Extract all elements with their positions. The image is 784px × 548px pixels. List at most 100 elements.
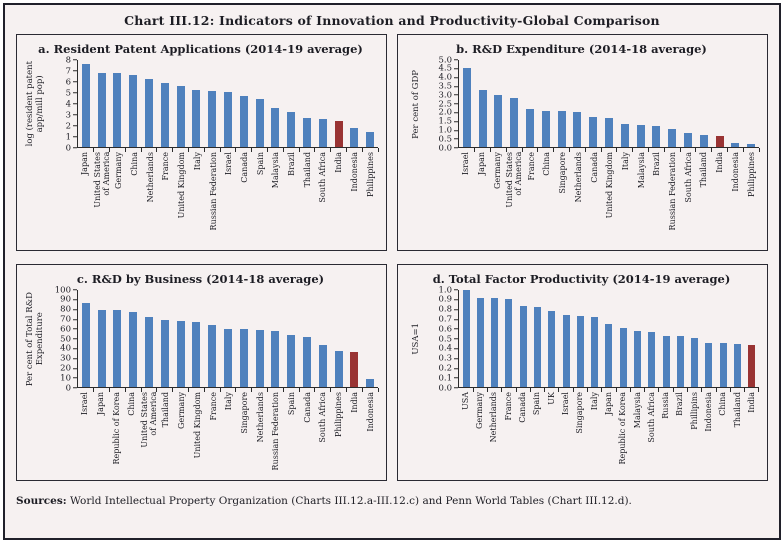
y-tick-label: 1.0 [438,284,452,295]
y-tick-label: 0 [65,142,71,153]
x-label-indonesia: Indonesia [702,392,716,478]
x-label-israel: Israel [458,152,474,248]
panel-b-x-axis-labels: Israel Japan Germany United States of Ameri… [458,152,759,248]
y-tick-mark [73,125,77,127]
x-label-canada: Canada [515,392,529,478]
bar-slot-south-africa [645,290,660,392]
x-label-text: France [526,152,536,181]
y-tick-0.7: 0.7 [438,315,458,324]
y-tick-label: 5 [65,87,71,98]
x-label-text: China [718,392,728,416]
y-tick-2.0: 2.0 [438,109,458,118]
panel-c-y-axis-label-text: Per cent of Total R&D Expenditure [24,291,45,387]
x-label-united-kingdom: United Kingdom [174,152,190,248]
y-tick-mark [454,138,458,140]
bar-italy [591,317,599,387]
y-tick-mark [454,348,458,350]
y-tick-3: 3 [66,111,77,120]
bar-slot-canada [585,60,602,152]
bar-slot-united-kingdom [173,60,189,152]
y-tick-label: 0.1 [438,372,452,383]
y-tick-label: 2.0 [438,107,452,118]
y-tick-label: 2 [65,120,71,131]
bar-slot-philippines [743,60,760,152]
bar-slot-malaysia [268,60,284,152]
y-tick-1.5: 1.5 [438,117,458,126]
bar-slot-france [204,290,221,392]
x-label-france: France [523,152,539,248]
x-label-text: Republic of Korea [111,392,121,465]
x-label-republic-of-korea: Republic of Korea [616,392,630,478]
x-label-text: USA [460,392,470,410]
bar-united-kingdom [176,85,185,147]
y-tick-mark [73,338,77,340]
y-tick-mark [73,136,77,138]
bar-france [505,298,513,387]
bar-slot-thailand [299,60,316,152]
bar-slot-italy [220,290,237,392]
y-tick-label: 80 [60,304,71,315]
bar-slot-spain [252,60,268,152]
bar-slot-netherlands [488,290,503,392]
x-label-philippines: Philippines [362,152,378,248]
y-tick-6: 6 [66,78,77,87]
x-label-south-africa: South Africa [315,392,331,478]
y-tick-mark [454,112,458,114]
x-label-germany: Germany [174,392,190,478]
bar-thailand [699,134,708,147]
x-label-indonesia: Indonesia [362,392,378,478]
y-tick-0: 0 [66,144,77,153]
x-label-united-states-of-america: United States of America [140,392,158,478]
bar-netherlands [573,112,582,147]
y-tick-label: 6 [65,76,71,87]
bar-russia [662,335,670,387]
panel-a-plot-area [77,60,379,152]
x-label-malaysia: Malaysia [633,152,649,248]
y-tick-label: 4.5 [438,63,452,74]
x-label-text: Germany [114,152,124,189]
bar-slot-india [712,60,728,152]
x-label-text: Canada [517,392,527,423]
x-label-china: China [539,152,555,248]
x-label-text: Israel [461,152,471,176]
bar-republic-of-korea [113,310,122,387]
bar-slot-israel [78,290,95,392]
bar-slot-united-states-of-america [94,60,110,152]
x-label-text: Malaysia [636,152,646,189]
x-label-japan: Japan [77,152,93,248]
y-tick-mark [454,309,458,311]
x-label-text: Russian Federation [668,152,678,231]
y-tick-3.0: 3.0 [438,91,458,100]
bar-slot-canada [516,290,532,392]
sources-label: Sources: [16,495,67,507]
x-label-text: United Kingdom [605,152,615,219]
bar-malaysia [271,107,280,147]
bar-slot-italy [189,60,205,152]
y-tick-3.5: 3.5 [438,82,458,91]
x-label-text: South Africa [646,392,656,443]
bar-slot-china [716,290,732,392]
bar-slot-china [538,60,555,152]
y-tick-mark [454,129,458,131]
x-label-netherlands: Netherlands [142,152,158,248]
x-label-text: Spain [532,392,542,416]
x-label-text: India [715,152,725,173]
x-label-text: Malaysia [271,152,281,189]
bar-uk [548,311,556,387]
bar-slot-india [745,290,760,392]
x-label-germany: Germany [111,152,127,248]
x-label-text: United States of America [505,152,524,208]
x-label-brazil: Brazil [673,392,687,478]
y-tick-mark [454,94,458,96]
y-tick-mark [73,92,77,94]
bar-philippines [747,144,756,147]
panel-b-y-axis-ticks: 0.0 0.5 1.0 1.5 2.0 2.5 3.0 3.5 4.0 4.5 5.0 [428,56,458,152]
bar-slot-republic-of-korea [110,290,126,392]
panel-a-title: a. Resident Patent Applications (2014-19… [38,42,363,56]
bar-france [526,108,535,147]
y-tick-label: 3.5 [438,81,452,92]
bar-germany [494,94,503,147]
x-label-singapore: Singapore [237,392,253,478]
x-label-text: Thailand [302,152,312,188]
y-tick-label: 1.0 [438,125,452,136]
